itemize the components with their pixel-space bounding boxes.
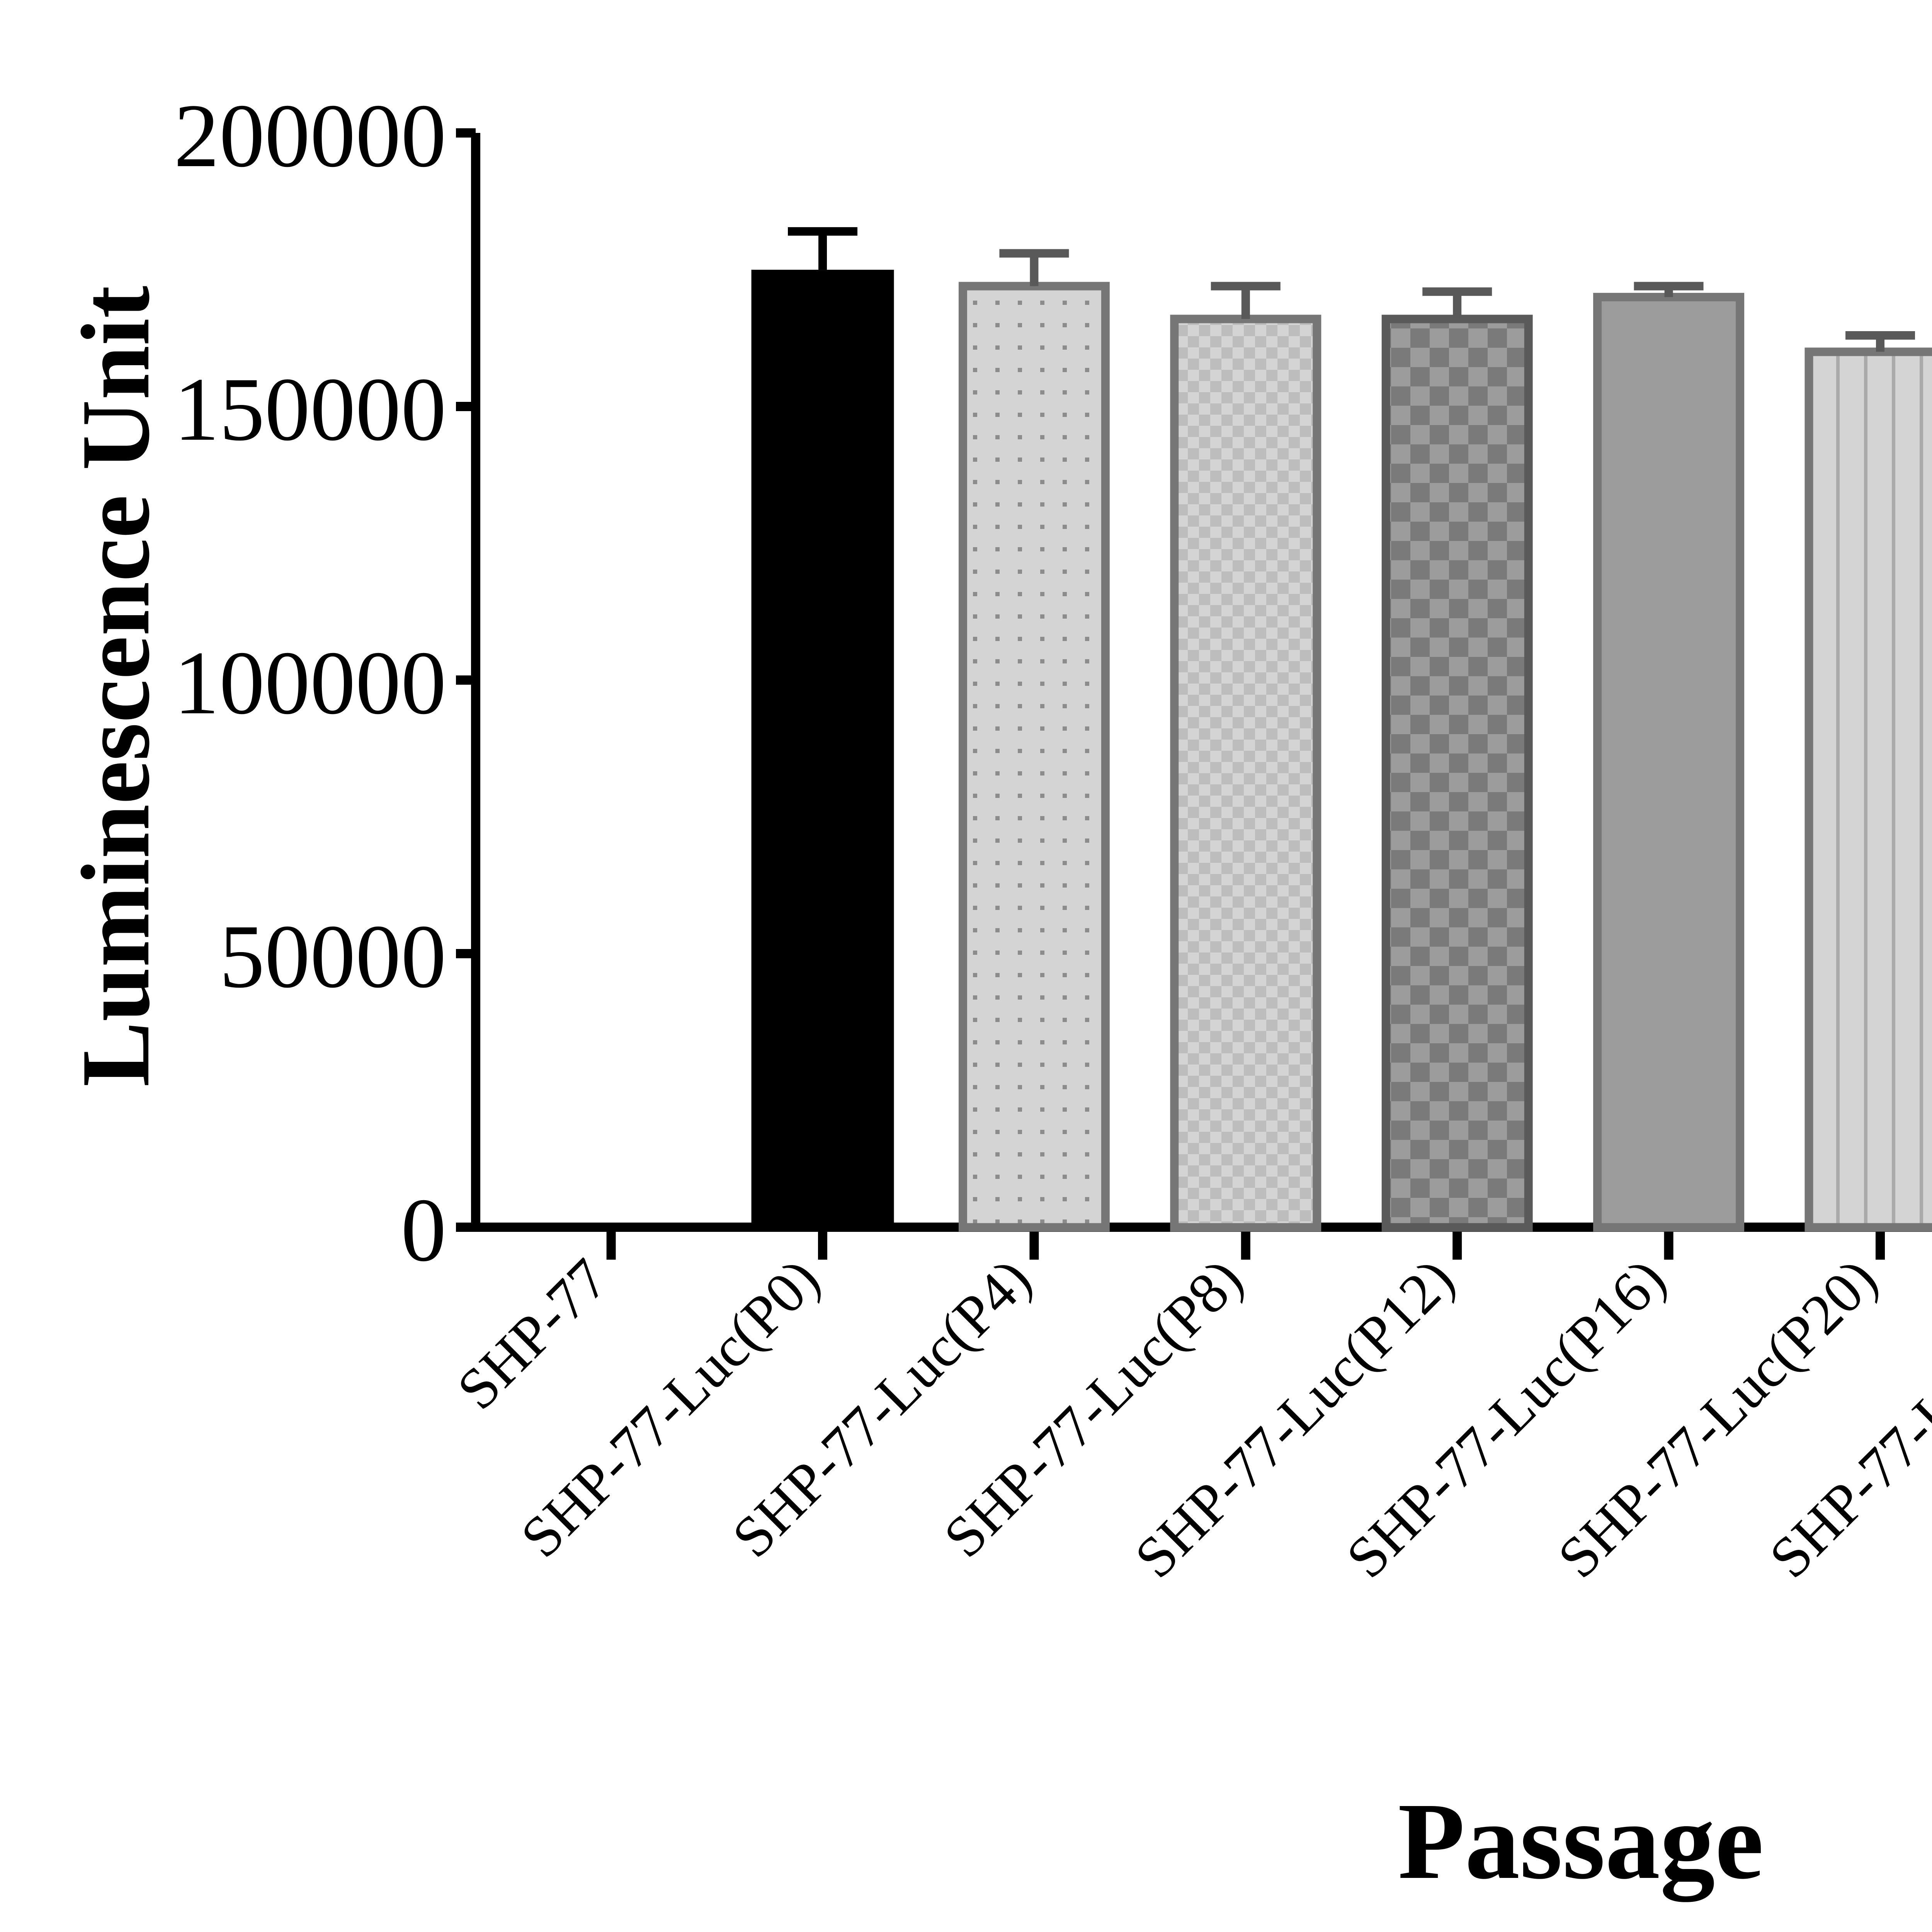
svg-text:50000: 50000 — [219, 906, 447, 1007]
svg-text:Passage: Passage — [1398, 1781, 1764, 1904]
svg-text:0: 0 — [401, 1180, 447, 1280]
svg-text:SHP-77: SHP-77 — [445, 1247, 620, 1422]
svg-text:Luminescence Unit: Luminescence Unit — [61, 286, 170, 1087]
svg-text:100000: 100000 — [174, 633, 446, 733]
svg-text:200000: 200000 — [174, 85, 446, 186]
svg-text:150000: 150000 — [174, 359, 446, 459]
